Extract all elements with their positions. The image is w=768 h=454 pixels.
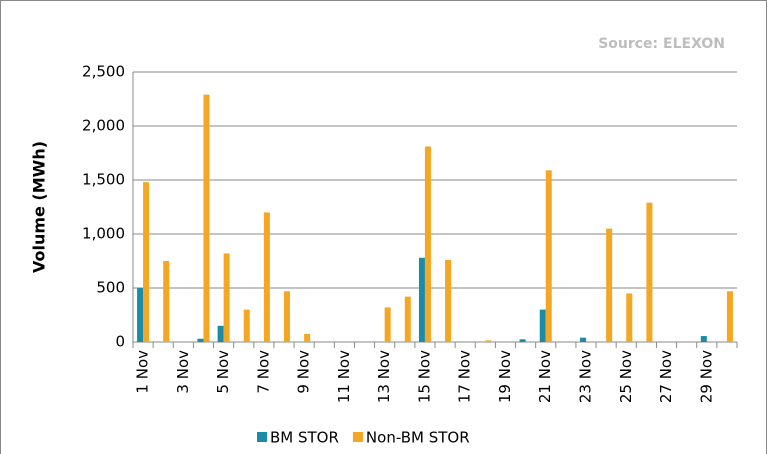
y-axis-title: Volume (MWh) [30, 141, 49, 273]
y-tick-label: 1,000 [82, 225, 125, 243]
x-tick-label: 5 Nov [214, 350, 232, 394]
x-tick-label: 27 Nov [657, 350, 675, 403]
bar [137, 288, 144, 342]
bar [384, 307, 391, 342]
bar [143, 182, 150, 342]
bar [284, 291, 290, 342]
x-tick-label: 21 Nov [536, 350, 554, 403]
bar [217, 325, 224, 342]
bar [243, 309, 250, 342]
x-tick-label: 7 Nov [254, 350, 272, 394]
bar [163, 261, 170, 342]
x-tick-label: 17 Nov [456, 350, 474, 403]
x-tick-label: 25 Nov [617, 350, 635, 403]
bar [519, 339, 526, 342]
x-tick-label: 15 Nov [415, 350, 433, 403]
bar [580, 337, 586, 342]
bar [263, 212, 270, 342]
bar [304, 333, 311, 342]
x-tick-label: 1 Nov [134, 350, 152, 394]
legend-swatch [257, 432, 267, 442]
y-tick-label: 2,500 [82, 63, 125, 81]
x-tick-label: 11 Nov [335, 350, 353, 403]
bar [726, 291, 733, 342]
y-tick-label: 2,000 [82, 117, 125, 135]
bar [700, 336, 707, 342]
source-note: Source: ELEXON [598, 36, 725, 52]
y-tick-label: 500 [96, 279, 125, 297]
bar [418, 257, 425, 342]
bar [223, 253, 230, 342]
x-tick-label: 23 Nov [577, 350, 595, 403]
bar [606, 228, 613, 342]
bar [539, 309, 546, 342]
bar [203, 94, 210, 343]
x-tick-label: 29 Nov [697, 350, 715, 403]
legend-label: BM STOR [270, 429, 339, 447]
bar [485, 340, 492, 342]
x-tick-label: 19 Nov [496, 350, 514, 403]
bar [545, 170, 552, 342]
x-tick-label: 9 Nov [295, 350, 313, 394]
bar [646, 202, 653, 342]
bar [404, 296, 411, 342]
legend-label: Non-BM STOR [366, 429, 470, 447]
y-tick-label: 1,500 [82, 171, 125, 189]
bar [445, 259, 452, 342]
bar [197, 338, 204, 342]
x-tick-label: 3 Nov [174, 350, 192, 394]
legend-swatch [352, 432, 363, 442]
x-tick-label: 13 Nov [375, 350, 393, 403]
bar [626, 293, 633, 342]
bar [424, 146, 431, 342]
y-tick-label: 0 [115, 333, 125, 351]
